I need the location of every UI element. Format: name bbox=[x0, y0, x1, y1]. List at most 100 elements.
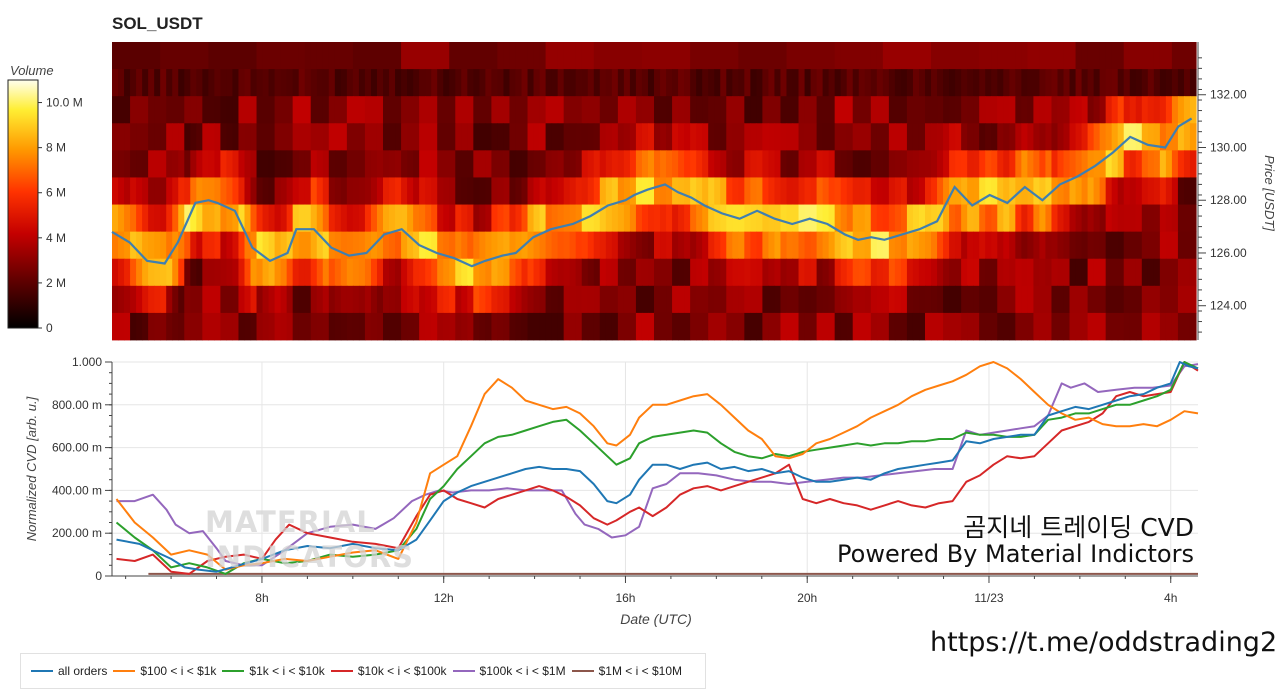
heatmap-cell bbox=[678, 69, 685, 97]
heatmap-cell bbox=[1147, 177, 1155, 205]
heatmap-cell bbox=[1189, 150, 1197, 178]
heatmap-cell bbox=[762, 96, 770, 124]
heatmap-cell bbox=[979, 231, 986, 260]
legend-item[interactable]: $1k < i < $10k bbox=[222, 664, 325, 678]
heatmap-cell bbox=[852, 96, 860, 124]
heatmap-cell bbox=[268, 150, 276, 178]
heatmap-cell bbox=[292, 231, 300, 260]
heatmap-cell bbox=[509, 285, 517, 314]
heatmap-cell bbox=[967, 177, 974, 205]
heatmap-cell bbox=[581, 258, 589, 287]
heatmap-cell bbox=[925, 231, 932, 260]
heatmap-cell bbox=[1111, 231, 1119, 260]
heatmap-cell bbox=[870, 69, 878, 97]
heatmap-cell bbox=[888, 177, 896, 205]
heatmap-cell bbox=[973, 312, 980, 341]
heatmap-cell bbox=[678, 96, 685, 124]
heatmap-cell bbox=[738, 123, 745, 151]
heatmap-cell bbox=[876, 258, 884, 287]
heatmap-cell bbox=[1015, 123, 1022, 151]
heatmap-cell bbox=[635, 150, 643, 178]
heatmap-cell bbox=[1069, 312, 1077, 341]
heatmap-cell bbox=[780, 69, 788, 97]
heatmap-cell bbox=[660, 150, 667, 178]
heatmap-cell bbox=[352, 150, 360, 178]
heatmap-cell bbox=[292, 42, 300, 70]
heatmap-cell bbox=[973, 285, 980, 314]
heatmap-cell bbox=[491, 231, 499, 260]
heatmap-cell bbox=[190, 231, 197, 260]
legend-item[interactable]: $1M < i < $10M bbox=[571, 664, 682, 678]
heatmap-cell bbox=[828, 231, 836, 260]
heatmap-cell bbox=[310, 123, 318, 151]
heatmap-cell bbox=[1033, 177, 1041, 205]
heatmap-cell bbox=[545, 258, 553, 287]
heatmap-cell bbox=[672, 69, 679, 97]
heatmap-cell bbox=[497, 177, 505, 205]
heatmap-cell bbox=[431, 42, 438, 70]
heatmap-cell bbox=[118, 312, 125, 341]
heatmap-cell bbox=[629, 312, 637, 341]
heatmap-cell bbox=[1075, 258, 1083, 287]
heatmap-cell bbox=[690, 69, 697, 97]
heatmap-cell bbox=[1075, 123, 1083, 151]
heatmap-cell bbox=[985, 177, 992, 205]
heatmap-cell bbox=[1003, 123, 1010, 151]
heatmap-cell bbox=[503, 123, 511, 151]
heatmap-cell bbox=[383, 231, 390, 260]
cvd-series bbox=[115, 361, 1199, 575]
heatmap-cell bbox=[678, 123, 685, 151]
colorbar bbox=[7, 79, 39, 329]
heatmap-cell bbox=[533, 204, 541, 233]
heatmap-cell bbox=[431, 123, 438, 151]
heatmap-cell bbox=[1105, 312, 1113, 341]
heatmap-cell bbox=[413, 285, 420, 314]
heatmap-cell bbox=[340, 150, 348, 178]
heatmap-cell bbox=[479, 42, 486, 70]
heatmap-cell bbox=[1117, 231, 1125, 260]
heatmap-cell bbox=[551, 150, 559, 178]
heatmap-cell bbox=[497, 150, 505, 178]
heatmap-cell bbox=[611, 150, 619, 178]
heatmap-cell bbox=[955, 42, 962, 70]
legend-item[interactable]: $100k < i < $1M bbox=[452, 664, 566, 678]
heatmap-cell bbox=[1111, 258, 1119, 287]
heatmap-cell bbox=[1087, 231, 1095, 260]
legend-item[interactable]: $10k < i < $100k bbox=[330, 664, 447, 678]
cvd-y-tick-label: 600.00 m bbox=[52, 441, 102, 455]
heatmap-cell bbox=[310, 42, 318, 70]
heatmap-cell bbox=[443, 96, 450, 124]
telegram-link[interactable]: https://t.me/oddstrading2 bbox=[930, 627, 1278, 658]
heatmap-cell bbox=[569, 150, 577, 178]
heatmap-cell bbox=[780, 204, 788, 233]
heatmap-cell bbox=[515, 123, 523, 151]
heatmap-cell bbox=[437, 231, 444, 260]
heatmap-cell bbox=[196, 177, 203, 205]
heatmap-cell bbox=[202, 150, 209, 178]
heatmap-cell bbox=[726, 96, 733, 124]
heatmap-cell bbox=[142, 150, 149, 178]
heatmap-cell bbox=[178, 42, 185, 70]
heatmap-cell bbox=[1051, 123, 1059, 151]
heatmap-cell bbox=[1045, 312, 1053, 341]
heatmap-cell bbox=[244, 204, 252, 233]
heatmap-cell bbox=[196, 285, 203, 314]
heatmap-cell bbox=[822, 231, 830, 260]
heatmap-cell bbox=[142, 231, 149, 260]
heatmap-cell bbox=[1135, 231, 1143, 260]
heatmap-cell bbox=[1183, 258, 1191, 287]
heatmap-cell bbox=[322, 42, 330, 70]
heatmap-cell bbox=[1111, 123, 1119, 151]
heatmap-cell bbox=[389, 204, 396, 233]
heatmap-cell bbox=[918, 177, 926, 205]
heatmap-cell bbox=[732, 96, 739, 124]
heatmap-cell bbox=[292, 69, 300, 97]
heatmap-cell bbox=[1069, 285, 1077, 314]
heatmap-cell bbox=[702, 96, 709, 124]
legend-item[interactable]: $100 < i < $1k bbox=[113, 664, 216, 678]
heatmap-cell bbox=[943, 69, 950, 97]
heatmap-cell bbox=[979, 123, 986, 151]
heatmap-cell bbox=[991, 69, 998, 97]
heatmap-cell bbox=[961, 96, 968, 124]
legend-item[interactable]: all orders bbox=[31, 664, 107, 678]
